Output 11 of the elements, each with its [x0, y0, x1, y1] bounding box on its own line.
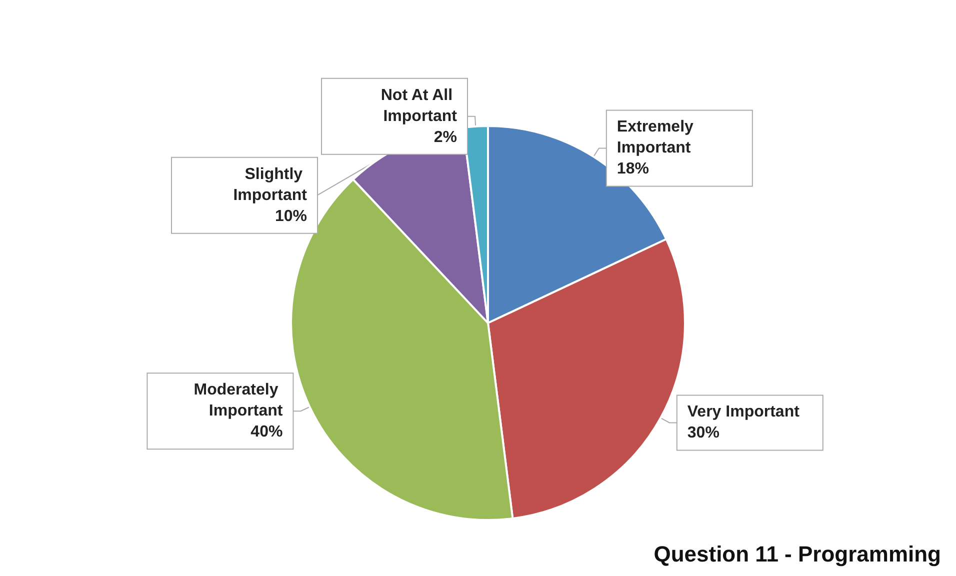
slice-label: Not At All Important	[380, 86, 458, 125]
data-label: 10%	[274, 208, 307, 225]
text: Question 11 - Programming	[654, 542, 942, 566]
data-label: 40%	[250, 424, 283, 441]
slice-label: Very Important	[687, 404, 800, 421]
slice-label: Slightly Important	[233, 166, 308, 204]
data-label: 2%	[434, 128, 457, 146]
slice-label: Extremely Important	[616, 118, 698, 157]
data-label: 30%	[687, 424, 720, 442]
data-label: 18%	[616, 160, 649, 178]
slice-label: Moderately Important	[194, 382, 284, 420]
